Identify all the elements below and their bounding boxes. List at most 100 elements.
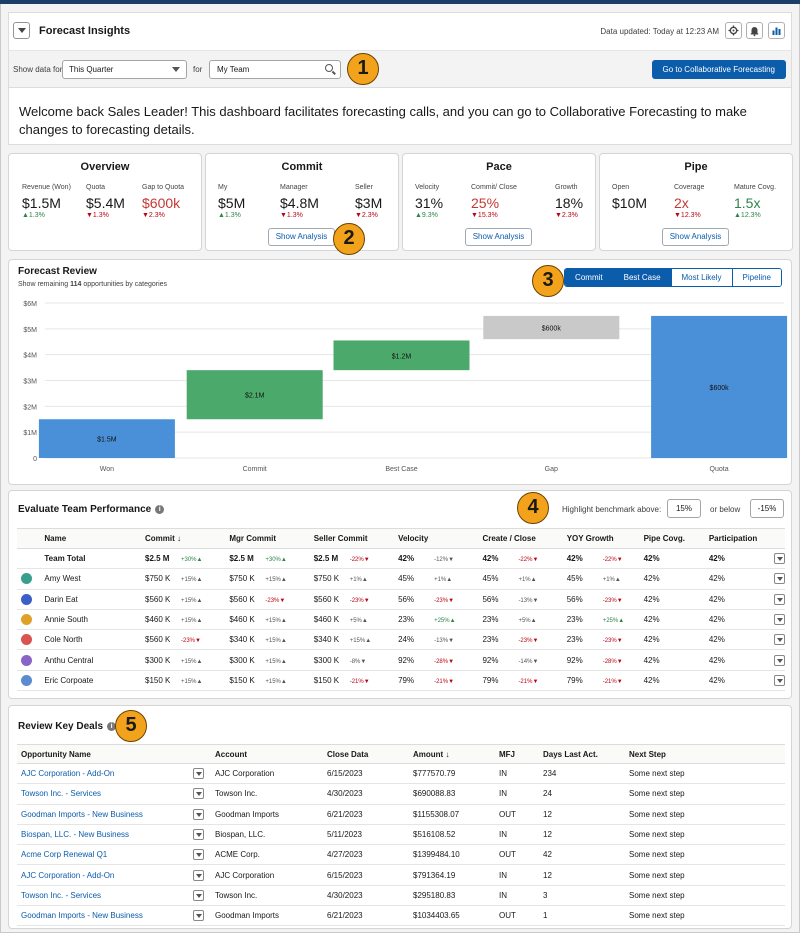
opportunity-link[interactable]: AJC Corporation - Add-On xyxy=(21,870,115,880)
opportunity-link[interactable]: Goodman Imports - New Business xyxy=(21,809,143,819)
opportunity-link[interactable]: Biospan, LLC. - New Business xyxy=(21,830,130,840)
table-header-row: Name Commit ↓ Mgr Commit Seller Commit Veloc… xyxy=(17,528,785,549)
menu-column-header xyxy=(189,744,211,764)
row-actions-menu-icon[interactable] xyxy=(774,654,785,666)
waterfall-bar[interactable] xyxy=(651,315,788,458)
kpi-metric-label: Commit/ Close xyxy=(471,184,517,191)
column-header[interactable]: Create / Close xyxy=(478,528,563,549)
column-header[interactable]: Days Last Act. xyxy=(539,744,625,764)
kpi-card-pace: Pace Velocity 31% ▲9.3% Commit/ Close 25% ▼15.… xyxy=(402,153,596,251)
table-row[interactable]: Cole North $560 K -23%▼ $340 K +15%▲ $340 K +1… xyxy=(17,629,785,651)
kpi-metric-value: $10M xyxy=(612,195,648,211)
column-header[interactable]: Opportunity Name xyxy=(17,744,189,764)
row-menu-cell xyxy=(189,763,211,785)
team-search-input[interactable]: My Team xyxy=(209,60,341,79)
table-row[interactable]: Goodman Imports - New Business Goodman Im… xyxy=(17,804,785,825)
column-header[interactable]: Account xyxy=(211,744,323,764)
row-actions-menu-icon[interactable] xyxy=(193,889,204,901)
row-actions-menu-icon[interactable] xyxy=(193,808,204,820)
waterfall-bar[interactable] xyxy=(186,370,323,420)
table-row[interactable]: Darin Eat $560 K +15%▲ $560 K -23%▼ $560 K -23… xyxy=(17,589,785,610)
table-row[interactable]: Towson Inc. - Services Towson Inc. 4/30/20… xyxy=(17,783,785,805)
info-icon[interactable]: i xyxy=(155,505,165,514)
table-row[interactable]: Acme Corp Renewal Q1 ACME Corp. 4/27/2023 $… xyxy=(17,844,785,866)
benchmark-below-input[interactable]: -15% xyxy=(750,499,784,518)
go-to-collaborative-forecasting-button[interactable]: Go to Collaborative Forecasting xyxy=(651,60,786,79)
cell-value: $300 K xyxy=(145,655,171,665)
column-header[interactable]: Mgr Commit xyxy=(225,528,310,549)
kpi-metric-label: My xyxy=(218,184,228,191)
cell-value: $750 K xyxy=(229,574,255,584)
benchmark-above-input[interactable]: 15% xyxy=(667,499,701,518)
opportunity-link[interactable]: AJC Corporation - Add-On xyxy=(21,769,115,779)
period-select[interactable]: This Quarter xyxy=(62,60,187,79)
tab-most-likely[interactable]: Most Likely xyxy=(670,269,732,286)
avatar xyxy=(21,654,32,666)
kpi-metric-value: 1.5x xyxy=(734,195,761,211)
bell-icon[interactable] xyxy=(746,22,763,39)
column-header[interactable]: YOY Growth xyxy=(562,528,640,549)
table-row[interactable]: Towson Inc. - Services Towson Inc. 4/30/20… xyxy=(17,885,785,907)
metric-cell: 42% -22%▼ xyxy=(562,548,640,570)
column-header[interactable]: Close Data xyxy=(323,744,409,764)
table-row[interactable]: Goodman Imports - New Business Goodman Im… xyxy=(17,905,785,927)
row-actions-menu-icon[interactable] xyxy=(193,869,204,881)
column-header[interactable]: Name xyxy=(40,528,141,549)
opportunity-link[interactable]: Towson Inc. - Services xyxy=(21,789,102,799)
column-header[interactable]: Commit ↓ xyxy=(141,528,226,549)
row-actions-menu-icon[interactable] xyxy=(193,910,204,922)
row-actions-menu-icon[interactable] xyxy=(774,634,785,646)
tab-commit[interactable]: Commit xyxy=(565,269,613,286)
show-analysis-button[interactable]: Show Analysis xyxy=(662,228,729,246)
column-header[interactable]: Amount ↓ xyxy=(409,744,495,764)
table-row[interactable]: Annie South $460 K +15%▲ $460 K +15%▲ $460 K +… xyxy=(17,609,785,631)
cell-value: 45% xyxy=(482,574,499,584)
table-row[interactable]: Amy West $750 K +15%▲ $750 K +15%▲ $750 K +1%▲… xyxy=(17,568,785,590)
show-analysis-button[interactable]: Show Analysis xyxy=(268,228,335,246)
opportunity-link[interactable]: Towson Inc. - Services xyxy=(21,890,102,900)
row-actions-menu-icon[interactable] xyxy=(774,614,785,626)
kpi-card-title: Overview xyxy=(80,161,130,173)
column-header[interactable]: Seller Commit xyxy=(309,528,395,549)
cell-value: 42% xyxy=(398,554,415,564)
cell-value: $300 K xyxy=(229,655,255,665)
row-actions-menu-icon[interactable] xyxy=(193,788,204,800)
info-icon[interactable]: i xyxy=(107,722,117,731)
column-header[interactable]: Velocity xyxy=(394,528,479,549)
column-header[interactable]: Next Step xyxy=(625,744,785,764)
collapse-toggle-button[interactable] xyxy=(13,22,30,39)
subtitle-prefix: Show remaining xyxy=(18,281,71,288)
row-actions-menu-icon[interactable] xyxy=(774,593,785,605)
show-analysis-button[interactable]: Show Analysis xyxy=(465,228,532,246)
tab-pipeline[interactable]: Pipeline xyxy=(731,269,781,286)
table-row[interactable]: Eric Corpoate $150 K +15%▲ $150 K +15%▲ $150 … xyxy=(17,670,785,692)
chart-icon[interactable] xyxy=(768,22,785,39)
row-actions-menu-icon[interactable] xyxy=(774,674,785,686)
tab-best-case[interactable]: Best Case xyxy=(612,269,671,286)
waterfall-bar[interactable] xyxy=(333,340,470,371)
column-header[interactable]: Pipe Covg. xyxy=(639,528,705,549)
refresh-settings-icon[interactable] xyxy=(725,22,742,39)
row-menu-cell xyxy=(189,885,211,907)
row-actions-menu-icon[interactable] xyxy=(774,573,785,585)
table-row[interactable]: Anthu Central $300 K +15%▲ $300 K +15%▲ $300 … xyxy=(17,649,785,671)
table-row[interactable]: Biospan, LLC. - New Business Biospan, LLC… xyxy=(17,824,785,846)
row-actions-menu-icon[interactable] xyxy=(193,849,204,861)
table-row[interactable]: Team Total $2.5 M +30%▲ $2.5 M +30%▲ $2.5 M -2… xyxy=(17,548,785,570)
waterfall-chart: 0 $1M $2M $3M $4M $5M $6M $1.5M Won $2.1M Commit $1… xyxy=(23,301,788,473)
opportunity-link[interactable]: Acme Corp Renewal Q1 xyxy=(21,850,108,860)
row-actions-menu-icon[interactable] xyxy=(193,829,204,841)
cell-value: $340 K xyxy=(229,635,255,645)
cell-value: $150 K xyxy=(145,675,171,685)
row-actions-menu-icon[interactable] xyxy=(774,553,785,565)
table-row[interactable]: AJC Corporation - Add-On AJC Corporation 6… xyxy=(17,763,785,785)
waterfall-bar[interactable] xyxy=(38,419,175,458)
table-row[interactable]: AJC Corporation - Add-On AJC Corporation 6… xyxy=(17,864,785,886)
row-actions-menu-icon[interactable] xyxy=(193,768,204,780)
column-header[interactable]: MFJ xyxy=(495,744,539,764)
cell-value: $460 K xyxy=(229,615,255,625)
avatar xyxy=(21,573,32,585)
column-header[interactable]: Participation xyxy=(704,528,770,549)
opportunity-link[interactable]: Goodman Imports - New Business xyxy=(21,911,143,921)
waterfall-bar[interactable] xyxy=(483,315,620,340)
